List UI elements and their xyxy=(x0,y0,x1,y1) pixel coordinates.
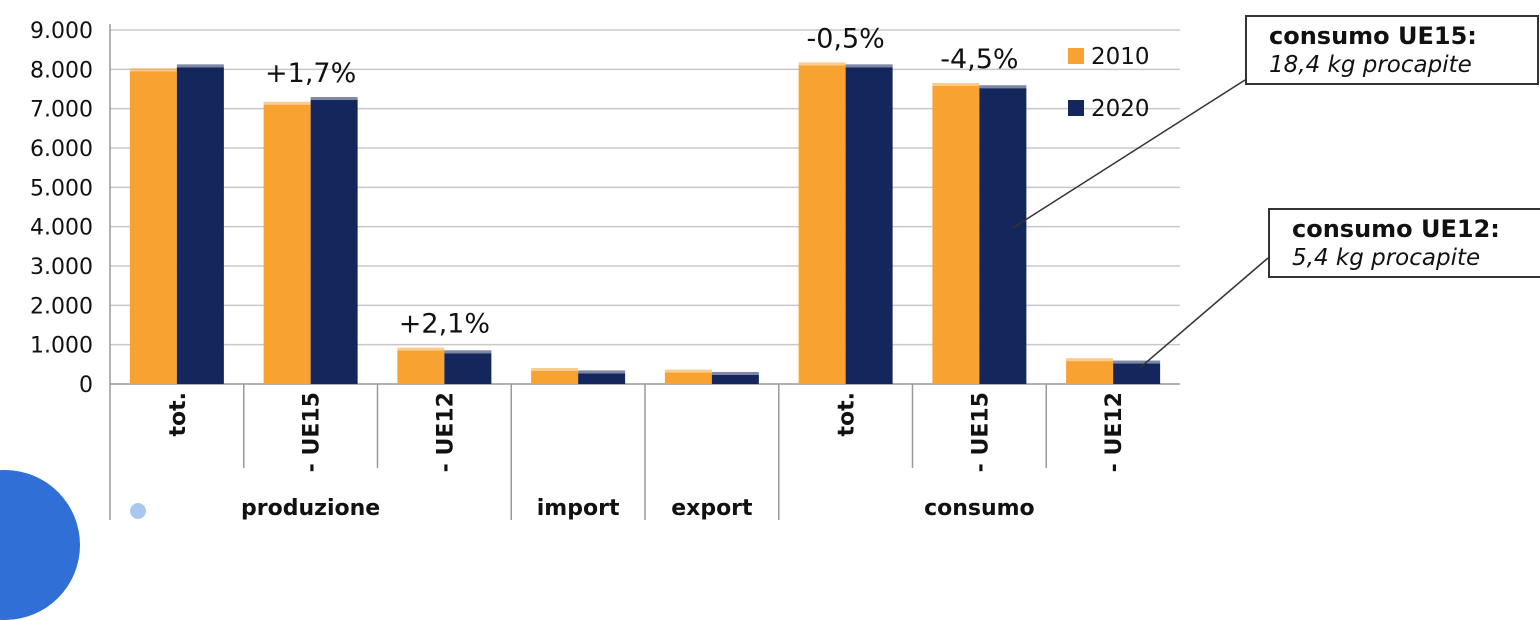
bar-2010 xyxy=(397,350,445,384)
bar-top-2020 xyxy=(979,85,1027,89)
bar-2020 xyxy=(176,67,224,384)
x-group-label: import xyxy=(537,496,620,521)
bar-top-2020 xyxy=(711,371,759,375)
bar-top-2020 xyxy=(845,64,893,68)
bar-2010 xyxy=(129,71,177,385)
y-tick-label: 0 xyxy=(79,373,93,398)
x-category-label: - UE15 xyxy=(300,392,325,472)
x-category-label: - UE12 xyxy=(1102,392,1127,472)
y-tick-label: 3.000 xyxy=(30,255,93,280)
callout-subtitle: 18,4 kg procapite xyxy=(1269,52,1472,78)
bar-top-2010 xyxy=(798,62,846,66)
legend-swatch-2020 xyxy=(1068,100,1084,116)
bar-2020 xyxy=(444,353,492,384)
x-group-label: produzione xyxy=(241,496,380,521)
y-tick-label: 6.000 xyxy=(30,137,93,162)
x-category-label: tot. xyxy=(835,392,860,437)
y-tick-label: 4.000 xyxy=(30,216,93,241)
bar-2010 xyxy=(1066,361,1114,384)
x-category-label: - UE12 xyxy=(433,392,458,472)
x-group-label: consumo xyxy=(924,496,1035,521)
bar-top-2010 xyxy=(531,368,579,372)
bar-2010 xyxy=(798,65,846,385)
bar-top-2020 xyxy=(578,370,626,374)
change-annotation: +2,1% xyxy=(399,309,490,340)
callout-title: consumo UE12: xyxy=(1292,215,1500,243)
decorative-dot xyxy=(130,503,146,519)
legend-swatch-2010 xyxy=(1068,48,1084,64)
callout-title: consumo UE15: xyxy=(1269,22,1477,50)
callout-consumo-ue12: consumo UE12: 5,4 kg procapite xyxy=(1268,208,1540,278)
bar-2010 xyxy=(664,372,712,384)
bar-top-2010 xyxy=(1066,358,1114,362)
bar-top-2020 xyxy=(1113,360,1161,364)
x-category-label: tot. xyxy=(166,392,191,437)
bar-2010 xyxy=(263,104,311,384)
change-annotation: +1,7% xyxy=(265,58,356,89)
y-tick-label: 8.000 xyxy=(30,58,93,83)
change-annotation: -0,5% xyxy=(806,23,884,54)
bar-top-2010 xyxy=(129,68,177,72)
bar-2020 xyxy=(1113,363,1161,384)
callout-leader-ue15 xyxy=(1011,79,1246,229)
bar-2020 xyxy=(845,67,893,384)
bar-2020 xyxy=(578,373,626,384)
bar-2020 xyxy=(979,88,1027,385)
x-group-label: export xyxy=(671,496,753,521)
bar-chart: 0 1.000 2.000 3.000 4.000 5.000 6.000 7.000 8.00… xyxy=(30,19,1269,521)
y-tick-label: 1.000 xyxy=(30,334,93,359)
legend-label-2010: 2010 xyxy=(1091,44,1150,70)
bar-2010 xyxy=(531,371,579,384)
bar-top-2010 xyxy=(932,82,980,86)
bar-2010 xyxy=(932,85,980,384)
bar-2020 xyxy=(711,374,759,384)
callout-consumo-ue15: consumo UE15: 18,4 kg procapite xyxy=(1245,15,1539,85)
bar-top-2010 xyxy=(397,347,445,351)
y-tick-label: 9.000 xyxy=(30,19,93,44)
bar-top-2020 xyxy=(176,64,224,68)
change-annotation: -4,5% xyxy=(940,44,1018,75)
x-category-label: - UE15 xyxy=(968,392,993,472)
bar-top-2020 xyxy=(310,97,358,101)
bar-2020 xyxy=(310,100,358,384)
y-tick-label: 2.000 xyxy=(30,294,93,319)
y-tick-label: 7.000 xyxy=(30,98,93,123)
bar-top-2010 xyxy=(263,101,311,105)
callout-leader-ue12 xyxy=(1139,257,1269,369)
bar-top-2020 xyxy=(444,350,492,354)
legend-label-2020: 2020 xyxy=(1091,96,1150,122)
callout-subtitle: 5,4 kg procapite xyxy=(1292,245,1481,271)
y-tick-label: 5.000 xyxy=(30,176,93,201)
bar-top-2010 xyxy=(664,369,712,373)
